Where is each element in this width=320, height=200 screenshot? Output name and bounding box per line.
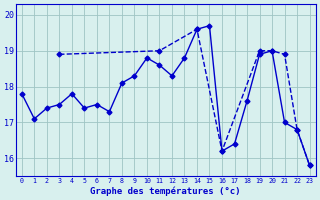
X-axis label: Graphe des températures (°c): Graphe des températures (°c) — [91, 186, 241, 196]
